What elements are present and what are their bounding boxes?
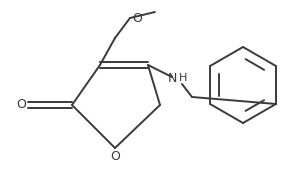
Text: H: H <box>179 73 187 83</box>
Text: N: N <box>168 72 177 85</box>
Text: O: O <box>16 98 26 112</box>
Text: O: O <box>110 150 120 163</box>
Text: O: O <box>132 11 142 25</box>
